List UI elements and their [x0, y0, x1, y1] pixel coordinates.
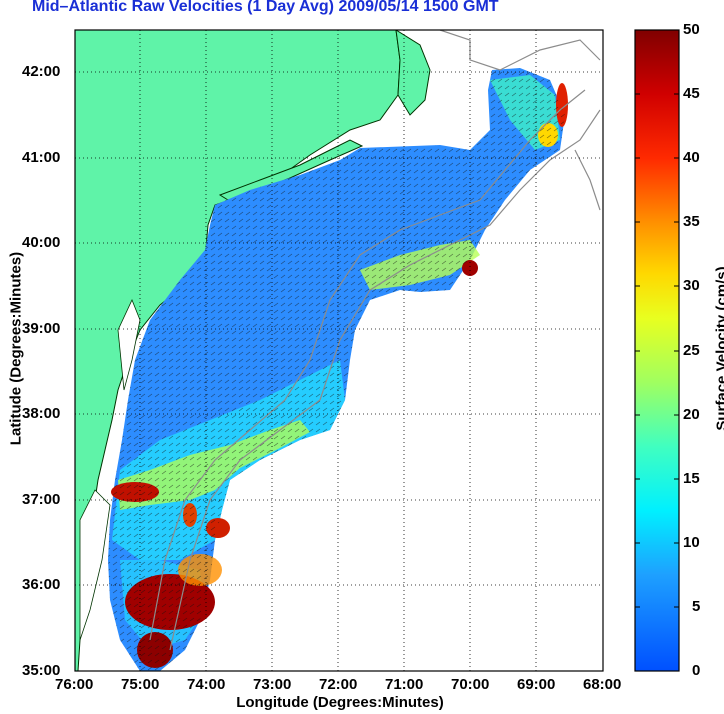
- x-axis-label: Longitude (Degrees:Minutes): [236, 694, 444, 711]
- x-tick: 75:00: [121, 676, 160, 693]
- x-tick: 68:00: [583, 676, 622, 693]
- y-axis-label: Latitude (Degrees:Minutes): [7, 251, 25, 446]
- plot-frame: [74, 29, 604, 672]
- y-tick: 35:00: [22, 662, 61, 679]
- colorbar-tick: 50: [683, 21, 700, 38]
- x-tick: 74:00: [187, 676, 226, 693]
- x-tick: 72:00: [319, 676, 358, 693]
- colorbar-tick: 35: [683, 213, 700, 230]
- colorbar-tick: 10: [683, 534, 700, 551]
- colorbar: [634, 29, 680, 672]
- grid: [75, 30, 603, 671]
- x-tick: 71:00: [385, 676, 424, 693]
- y-tick: 42:00: [22, 63, 61, 80]
- colorbar-tick: 5: [692, 598, 701, 615]
- colorbar-tick: 15: [683, 470, 700, 487]
- y-tick: 36:00: [22, 576, 61, 593]
- bathymetry-contours: [149, 30, 601, 651]
- land-cape-cod: [395, 30, 431, 116]
- colorbar-tick: 40: [683, 149, 700, 166]
- y-tick: 37:00: [22, 491, 61, 508]
- y-tick: 39:00: [22, 320, 61, 337]
- colorbar-tick: 45: [683, 85, 700, 102]
- colorbar-tick: 0: [692, 662, 701, 679]
- colorbar-tick: 30: [683, 277, 700, 294]
- map-area: [75, 30, 603, 671]
- colorbar-tick: 20: [683, 406, 700, 423]
- map-title: Mid–Atlantic Raw Velocities (1 Day Avg) …: [32, 0, 499, 15]
- colorbar-label: Surface Velocity (cm/s): [713, 266, 724, 431]
- x-tick: 73:00: [253, 676, 292, 693]
- y-tick: 40:00: [22, 234, 61, 251]
- x-tick: 69:00: [517, 676, 556, 693]
- colorbar-tick: 25: [683, 342, 700, 359]
- y-tick: 38:00: [22, 405, 61, 422]
- x-tick: 70:00: [451, 676, 490, 693]
- x-tick: 76:00: [55, 676, 94, 693]
- y-tick: 41:00: [22, 149, 61, 166]
